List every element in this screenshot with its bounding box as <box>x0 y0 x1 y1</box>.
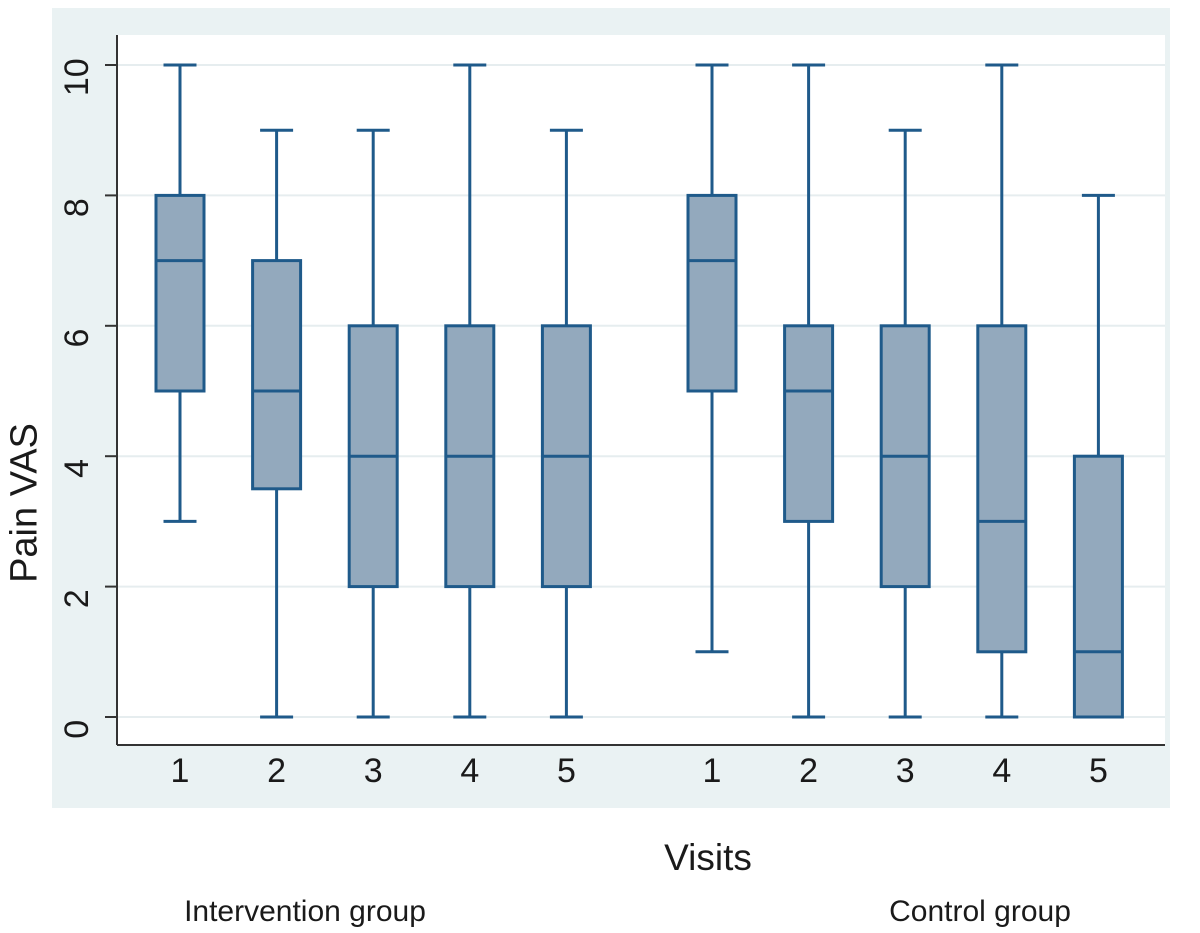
x-tick-label-control-5: 5 <box>1089 752 1108 790</box>
y-tick-label-8: 8 <box>58 198 96 217</box>
x-tick-label-intervention-5: 5 <box>557 752 576 790</box>
x-tick-label-control-4: 4 <box>992 752 1011 790</box>
box-control-visit-1 <box>686 193 738 393</box>
x-tick-label-control-3: 3 <box>896 752 915 790</box>
x-tick-label-intervention-3: 3 <box>364 752 383 790</box>
x-tick-label-intervention-2: 2 <box>267 752 286 790</box>
x-axis-title: Visits <box>664 837 752 878</box>
box-control-visit-5 <box>1072 454 1124 719</box>
y-tick-label-0: 0 <box>58 720 96 739</box>
group-label-control: Control group <box>889 895 1071 928</box>
x-tick-label-intervention-1: 1 <box>171 752 190 790</box>
group-label-intervention: Intervention group <box>184 895 426 928</box>
x-tick-label-control-1: 1 <box>703 752 722 790</box>
y-tick-label-6: 6 <box>58 329 96 348</box>
box-control-visit-4 <box>976 324 1028 654</box>
box-control-visit-2 <box>783 324 835 523</box>
x-tick-label-intervention-4: 4 <box>460 752 479 790</box>
x-tick-label-control-2: 2 <box>799 752 818 790</box>
y-tick-label-2: 2 <box>58 589 96 608</box>
y-tick-label-10: 10 <box>58 58 96 96</box>
box-intervention-visit-2 <box>251 259 303 491</box>
box-intervention-visit-1 <box>154 193 206 393</box>
y-axis-title: Pain VAS <box>3 423 46 583</box>
y-tick-label-4: 4 <box>58 459 96 478</box>
